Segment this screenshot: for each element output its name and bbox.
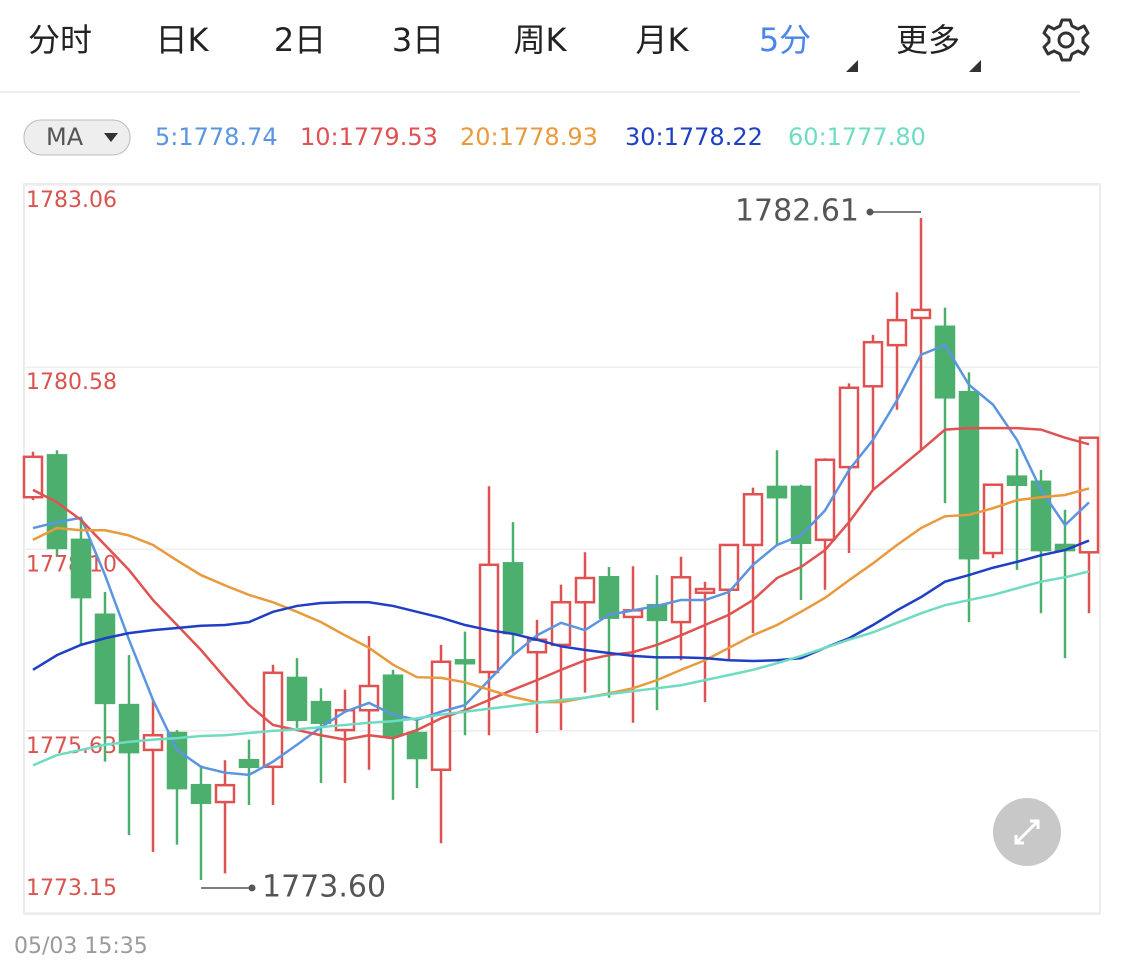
candle-body	[718, 543, 740, 592]
ma-legend: 20:1778.93	[460, 123, 598, 151]
candle-body	[598, 576, 620, 619]
candle-body	[958, 390, 980, 560]
candle-body	[694, 587, 716, 594]
candle-body	[142, 733, 164, 752]
candle-body	[1006, 475, 1028, 486]
candle-body	[838, 386, 860, 469]
candle-body	[862, 340, 884, 388]
candle-body	[982, 483, 1004, 555]
y-tick-label: 1783.06	[26, 188, 117, 213]
candle-body	[574, 576, 596, 604]
y-tick-label: 1773.15	[26, 876, 117, 901]
candle-body	[118, 703, 140, 754]
candle-body	[22, 455, 44, 499]
tab[interactable]: 2日	[274, 21, 326, 59]
candle-body	[502, 562, 524, 635]
candle-body	[238, 758, 260, 769]
tab[interactable]: 3日	[392, 21, 444, 59]
candle-body	[742, 493, 764, 547]
candle-body	[166, 731, 188, 790]
ma-dropdown[interactable]	[23, 119, 131, 156]
timestamp: 05/03 15:35	[14, 934, 148, 959]
candle-body	[190, 783, 212, 805]
annotation-dot	[866, 208, 874, 216]
candle-body	[766, 485, 788, 499]
annotation-label: 1773.60	[262, 869, 386, 904]
annotation-dot	[248, 884, 256, 892]
candle-body	[478, 563, 500, 674]
candle-body	[910, 308, 932, 320]
settings-icon[interactable]	[1042, 18, 1090, 62]
candle-body	[214, 783, 236, 804]
y-tick-label: 1780.58	[26, 370, 117, 395]
candle-body	[310, 700, 332, 724]
ma-legend: 30:1778.22	[625, 123, 763, 151]
ma-dropdown-arrow	[104, 133, 118, 142]
ma-line	[32, 539, 1090, 671]
tab[interactable]: 月K	[636, 21, 690, 59]
annotation-label: 1782.61	[735, 194, 859, 229]
ma-line	[32, 343, 1090, 777]
candle-body	[94, 613, 116, 705]
candle-body	[934, 325, 956, 399]
tab-dropdown-indicator	[846, 60, 858, 72]
candle-body	[886, 318, 908, 347]
candle-body	[790, 485, 812, 545]
tab[interactable]: 5分	[759, 21, 811, 59]
ma-line	[32, 570, 1090, 767]
tab[interactable]: 日K	[156, 21, 210, 59]
ma-legend: 5:1778.74	[155, 123, 278, 151]
candle-body	[70, 538, 92, 599]
candle-body	[262, 671, 284, 769]
expand-button[interactable]	[993, 798, 1061, 866]
candle-body	[286, 676, 308, 722]
ma-legend: 10:1779.53	[300, 123, 438, 151]
candle-body	[1078, 436, 1100, 554]
tab[interactable]: 分时	[28, 21, 92, 59]
tab-dropdown-indicator	[969, 60, 981, 72]
candle-body	[406, 731, 428, 760]
candle-body	[454, 659, 476, 665]
ma-line	[32, 487, 1090, 704]
ma-dropdown-label[interactable]: MA	[46, 123, 84, 151]
candle-body	[814, 458, 836, 542]
ma-line	[32, 426, 1090, 741]
tab[interactable]: 更多	[896, 21, 960, 59]
candle-body	[334, 708, 356, 732]
ma-legend: 60:1777.80	[788, 123, 926, 151]
candle-body	[382, 674, 404, 737]
tab[interactable]: 周K	[514, 21, 568, 59]
